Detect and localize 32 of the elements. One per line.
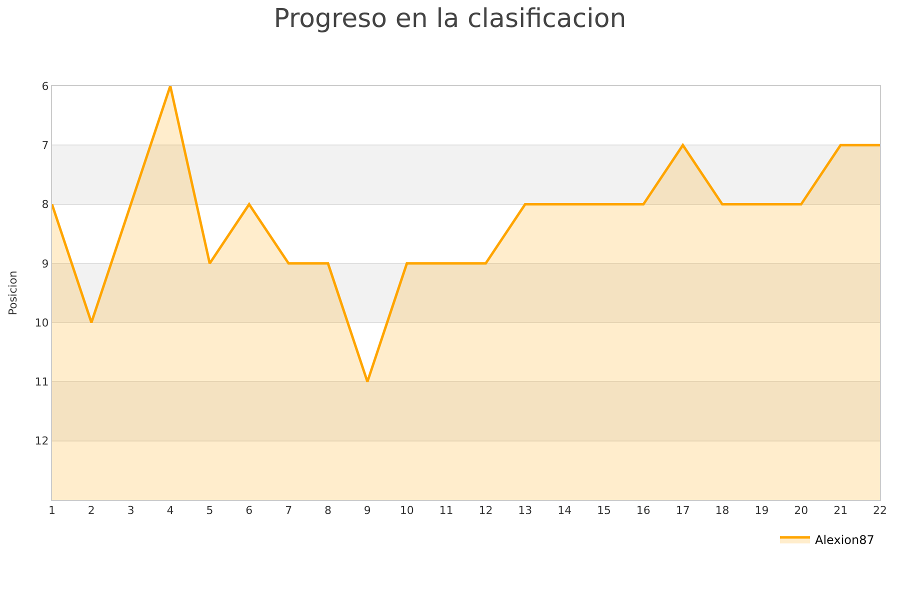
x-tick-label: 5	[206, 504, 214, 518]
y-tick-label: 7	[42, 138, 49, 152]
x-tick-label: 19	[754, 504, 769, 518]
x-tick-label: 1	[48, 504, 56, 518]
x-tick-label: 3	[127, 504, 134, 518]
x-tick-label: 22	[873, 504, 887, 518]
x-tick-label: 7	[285, 504, 292, 518]
y-tick-label: 6	[42, 80, 49, 93]
x-tick-label: 4	[166, 504, 174, 518]
x-tick-label: 10	[400, 504, 414, 518]
y-tick-label: 11	[34, 376, 49, 389]
y-tick-label: 8	[42, 198, 49, 212]
x-tick-label: 8	[324, 504, 332, 518]
x-tick-label: 11	[439, 504, 454, 518]
x-tick-label: 14	[558, 504, 572, 518]
x-tick-label: 15	[597, 504, 611, 518]
y-axis-title: Posicion	[6, 270, 20, 316]
x-tick-label: 13	[518, 504, 532, 518]
chart-title: Progreso en la clasificacion	[274, 4, 626, 34]
y-tick-label: 10	[34, 316, 49, 330]
x-tick-label: 20	[794, 504, 808, 518]
x-tick-label: 6	[246, 504, 253, 518]
x-tick-label: 16	[636, 504, 650, 518]
x-tick-label: 2	[88, 504, 95, 518]
y-tick-label: 9	[42, 257, 49, 270]
x-tick-label: 18	[715, 504, 730, 518]
x-tick-label: 9	[364, 504, 371, 518]
legend-label: Alexion87	[815, 533, 874, 548]
x-tick-label: 21	[834, 504, 848, 518]
y-tick-label: 12	[34, 434, 49, 448]
x-tick-label: 17	[676, 504, 690, 518]
x-tick-label: 12	[478, 504, 493, 518]
